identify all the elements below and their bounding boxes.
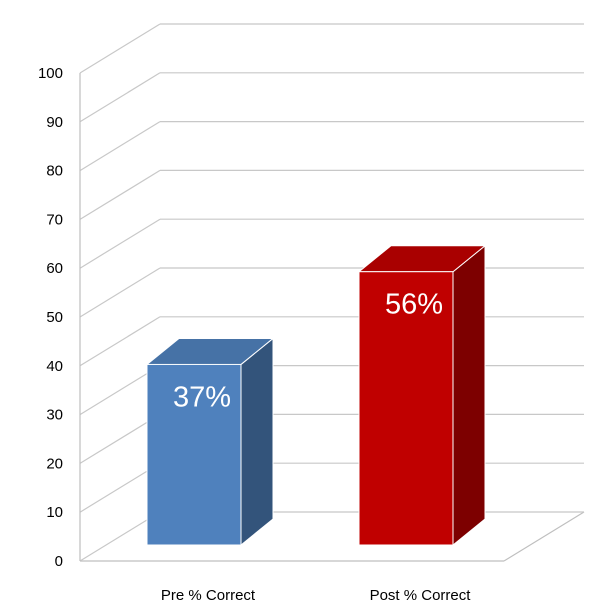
y-tick-label: 0: [55, 553, 63, 570]
bar-data-label: 56%: [385, 289, 443, 321]
x-category-label: Pre % Correct: [161, 587, 256, 604]
y-axis: 0 10 20 30 40 50 60 70 80 90 100: [38, 65, 81, 570]
x-axis: Pre % Correct Post % Correct: [161, 587, 471, 604]
gridline-side: [79, 169, 161, 220]
gridline-side: [79, 23, 161, 74]
y-tick-label: 70: [46, 211, 63, 228]
y-tick-label: 100: [38, 65, 63, 82]
y-tick-label: 90: [46, 114, 63, 131]
y-tick-label: 60: [46, 260, 63, 277]
floor-right-line: [503, 511, 585, 562]
bars: 37% 56%: [145, 244, 487, 547]
x-category-label: Post % Correct: [370, 587, 472, 604]
y-tick-label: 80: [46, 163, 63, 180]
y-tick-label: 10: [46, 504, 63, 521]
y-tick-label: 30: [46, 407, 63, 424]
gridline-side: [79, 267, 161, 318]
bar-pre: 37%: [145, 337, 275, 547]
bar-front-face: [146, 363, 242, 546]
bar-side-face: [240, 337, 274, 547]
bar-data-label: 37%: [173, 381, 231, 413]
y-tick-label: 50: [46, 309, 63, 326]
gridline-side: [79, 72, 161, 123]
bar-front-face: [358, 271, 454, 546]
bar-post: 56%: [357, 244, 487, 547]
gridline-side: [79, 121, 161, 172]
gridline-side: [79, 316, 161, 367]
y-tick-label: 40: [46, 358, 63, 375]
y-tick-label: 20: [46, 455, 63, 472]
gridline-side: [79, 218, 161, 269]
bar-side-face: [452, 244, 486, 547]
